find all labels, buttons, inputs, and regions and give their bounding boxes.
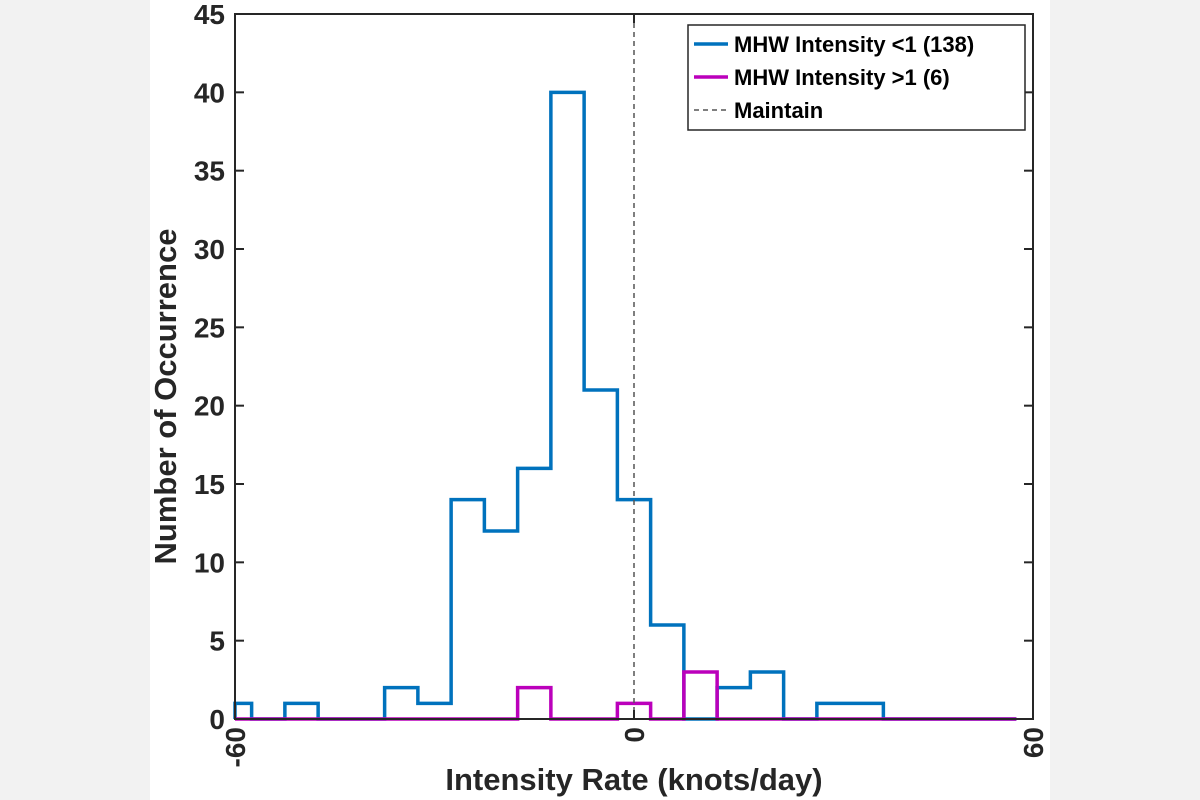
series-0-bin-8	[484, 531, 517, 719]
y-tick-label: 15	[194, 469, 225, 500]
x-axis-label: Intensity Rate (knots/day)	[445, 762, 822, 797]
y-tick-label: 5	[209, 626, 225, 657]
series-0-bin-15	[717, 688, 750, 719]
series-0-bin-16	[750, 672, 783, 719]
series-0-bin-11	[584, 390, 617, 719]
y-tick-label: 25	[194, 312, 225, 343]
y-axis-label: Number of Occurrence	[150, 229, 183, 565]
x-tick-label: 0	[619, 727, 650, 743]
series-0-bin-19	[850, 703, 883, 719]
series-0-bin-18	[817, 703, 850, 719]
legend-label-maintain: Maintain	[734, 98, 823, 123]
legend: MHW Intensity <1 (138) MHW Intensity >1 …	[687, 24, 1026, 131]
series-0-bin-9	[518, 468, 551, 719]
series-0-bin-13	[651, 625, 684, 719]
ticks	[234, 13, 1034, 720]
series-0-bin-7	[451, 500, 484, 719]
y-tick-label: 35	[194, 156, 225, 187]
series-1-bin-9	[518, 688, 551, 719]
series-0-bin-6	[418, 703, 451, 719]
x-tick-label: 60	[1018, 727, 1049, 758]
series-0-bin-0	[235, 703, 252, 719]
series-0-bin-2	[285, 703, 318, 719]
y-tick-label: 40	[194, 77, 225, 108]
y-tick-label: 20	[194, 391, 225, 422]
series-1-bin-14	[684, 672, 717, 719]
y-tick-label: 45	[194, 0, 225, 30]
histogram-figure: 0 5 10 15 20 25 30 35 40 45 -60 0 60 Intensity Rate …	[150, 0, 1050, 800]
series-0-bin-10	[551, 92, 584, 719]
y-tick-label: 30	[194, 234, 225, 265]
legend-label-intensity-lt1: MHW Intensity <1 (138)	[734, 32, 974, 57]
x-tick-label: -60	[220, 727, 251, 767]
y-tick-label: 0	[209, 704, 225, 735]
series-0-bin-5	[385, 688, 418, 719]
legend-label-intensity-gt1: MHW Intensity >1 (6)	[734, 65, 950, 90]
legend-box	[687, 24, 1026, 131]
y-tick-label: 10	[194, 547, 225, 578]
